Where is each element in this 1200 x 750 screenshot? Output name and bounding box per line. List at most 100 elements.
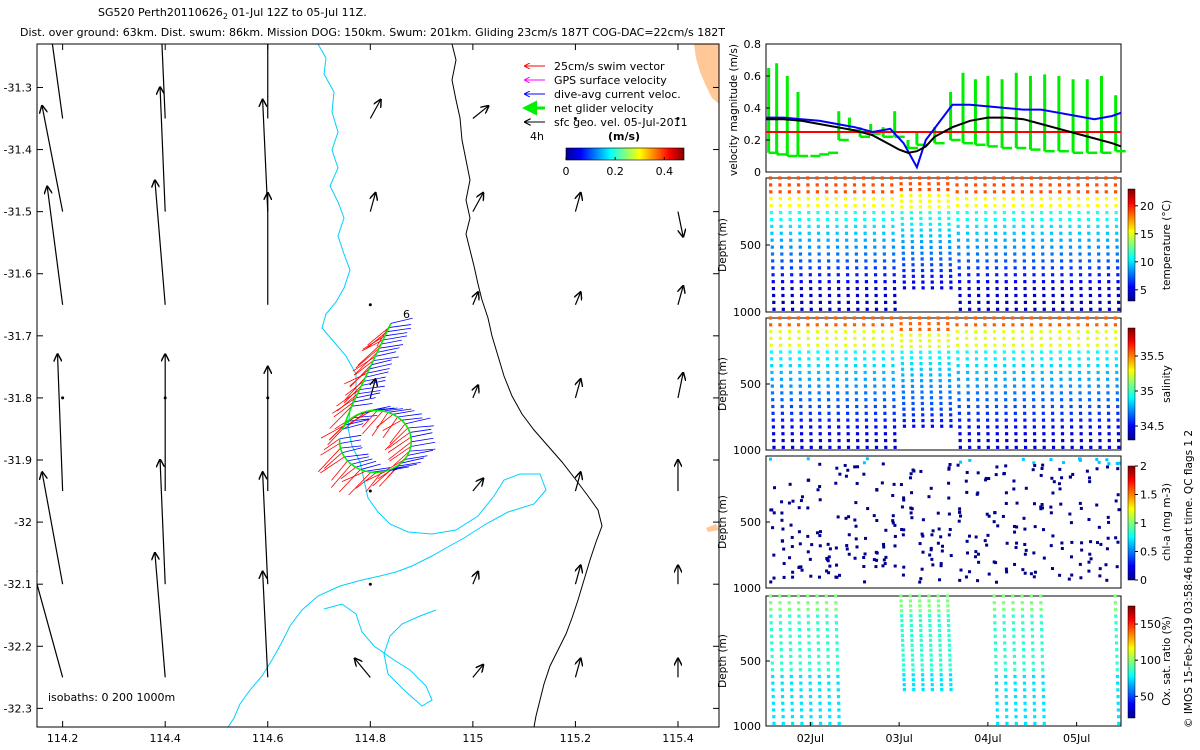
data-point [881,217,885,222]
data-point [1058,336,1062,341]
data-point [800,300,804,305]
data-point [1061,445,1065,449]
chla-colorbar-label: chl-a (mg m-3) [1161,483,1173,561]
data-point [836,694,841,699]
data-point [995,688,999,692]
data-point [995,286,999,291]
data-point [865,457,869,461]
data-point [1040,502,1044,506]
data-point [1060,293,1065,298]
data-point [856,445,860,449]
data-point [1023,293,1027,298]
data-point [1094,316,1099,320]
data-point [1070,307,1074,311]
data-point [993,511,997,515]
data-point [967,286,971,291]
chla-points [768,457,1121,584]
data-point [1107,300,1111,305]
data-point [1021,634,1025,638]
data-point [930,280,934,284]
data-point [993,627,997,632]
data-point [1116,540,1120,544]
data-point [1013,273,1017,277]
data-point [1088,266,1092,270]
data-point [1012,217,1016,222]
data-point [844,204,848,208]
data-point [930,413,934,417]
data-point [817,384,821,388]
data-point [799,293,804,298]
data-point [995,273,999,277]
data-point [1085,469,1089,473]
data-point [1039,197,1043,201]
data-point [772,576,776,580]
data-point [771,280,775,284]
data-point [918,339,922,343]
data-point [835,641,839,645]
data-point [789,674,793,679]
data-point [852,316,856,320]
data-point [834,607,838,612]
data-point [902,678,906,682]
data-point [787,176,791,180]
data-point [1086,210,1090,215]
data-point [1022,238,1026,242]
data-point [902,263,906,267]
data-point [1106,391,1110,395]
data-point [946,327,950,331]
data-point [893,534,897,538]
data-point [790,293,794,298]
data-point [930,263,934,267]
data-point [912,286,916,290]
data-point [806,457,810,461]
data-point [1077,370,1082,375]
data-point [1049,217,1053,222]
data-point [968,445,972,449]
data-point [865,432,869,436]
data-point [994,377,998,381]
data-point [853,350,857,354]
data-point [946,333,950,337]
data-point [908,476,912,480]
data-point [855,411,859,415]
data-point [874,286,878,291]
data-point [893,300,897,305]
data-point [1057,482,1061,486]
data-point [1002,204,1006,208]
data-point [806,607,810,612]
data-point [844,357,848,361]
data-point [1039,336,1043,341]
data-point [771,418,775,422]
data-point [872,217,876,222]
data-point [1097,259,1101,263]
data-point [1013,524,1017,528]
swim-vector [323,438,340,451]
data-point [900,638,905,642]
salinity-points [768,316,1121,449]
data-point [807,627,811,632]
data-point [835,648,839,652]
data-point [1088,480,1092,484]
data-point [789,404,794,409]
data-point [807,238,811,242]
data-point [826,377,830,381]
data-point [790,273,794,277]
data-point [778,343,783,347]
data-point [789,238,793,242]
data-point [938,228,942,232]
data-point [771,398,775,402]
data-point [828,438,832,443]
data-point [788,343,792,347]
data-point [1003,364,1007,368]
data-point [809,574,813,578]
data-point [807,364,811,368]
data-point [1051,280,1055,284]
data-point [836,668,840,672]
data-point [992,560,996,564]
data-point [1086,336,1090,341]
data-point [1105,204,1109,208]
data-point [1116,286,1120,291]
data-point [846,425,850,429]
data-point [947,533,951,537]
data-point [1067,204,1071,208]
